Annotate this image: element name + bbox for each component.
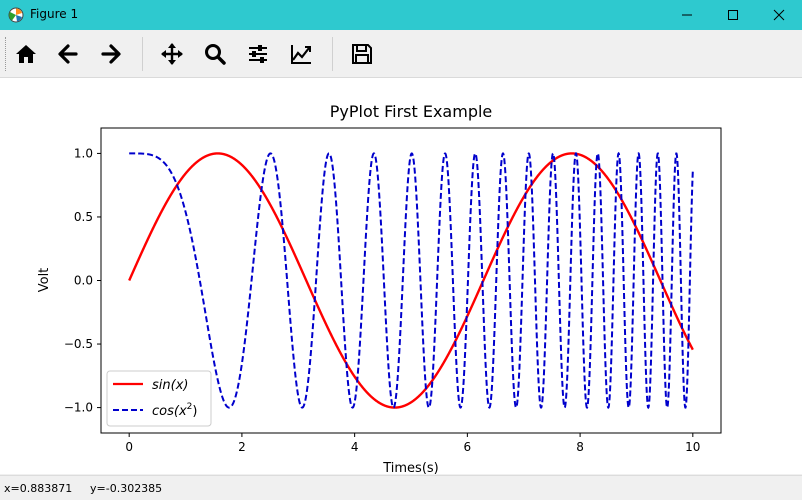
y-axis-label: Volt [37,268,52,293]
home-button[interactable] [9,37,43,71]
x-tick-label: 4 [351,440,359,454]
axis-ticks: 0 2 4 6 8 10 −1.0 −0.5 0.0 0.5 1.0 [64,146,701,454]
toolbar-separator [142,37,143,71]
back-button[interactable] [51,37,85,71]
x-coordinate-readout: x=0.883871 [4,482,73,495]
save-button[interactable] [345,37,379,71]
series-layer [128,151,694,410]
legend: sin(x) cos(x2) [106,370,212,427]
minimize-icon [682,14,692,16]
matplotlib-app-icon [8,7,24,23]
x-tick-label: 6 [464,440,472,454]
zoom-button[interactable] [198,37,232,71]
navigation-toolbar [0,31,802,78]
window-title: Figure 1 [30,7,79,21]
arrow-right-icon [101,44,121,64]
sliders-icon [249,45,267,63]
home-icon [16,45,36,63]
status-bar: x=0.883871 y=-0.302385 [0,475,802,500]
x-axis-label: Times(s) [382,461,439,474]
x-tick-label: 0 [125,440,133,454]
close-icon [773,9,785,21]
chart-title: PyPlot First Example [330,102,493,121]
x-tick-label: 8 [576,440,584,454]
minimize-button[interactable] [664,0,710,30]
toolbar-grip[interactable] [5,37,8,71]
y-tick-label: 0.0 [74,274,93,288]
plot-area[interactable]: PyPlot First Example 0 2 4 6 8 10−1.0−0.50.00… [0,78,802,476]
floppy-disk-icon [352,44,372,64]
figure-canvas[interactable]: PyPlot First Example 0 2 4 6 8 10 −1.0 −0.5 0.0 0… [0,78,802,476]
y-tick-label: 0.5 [74,210,93,224]
move-icon [161,43,183,65]
close-button[interactable] [756,0,802,30]
subplots-button[interactable] [241,37,275,71]
y-tick-label: −0.5 [64,337,93,351]
arrow-left-icon [58,44,78,64]
y-coordinate-readout: y=-0.302385 [90,482,163,495]
pan-button[interactable] [155,37,189,71]
x-tick-label: 10 [685,440,700,454]
edit-axes-button[interactable] [284,37,318,71]
maximize-button[interactable] [710,0,756,30]
window-titlebar: Figure 1 [0,0,802,30]
x-tick-label: 2 [238,440,246,454]
toolbar-separator [332,37,333,71]
y-tick-label: 1.0 [74,146,93,160]
y-tick-label: −1.0 [64,401,93,415]
series-line-cos-x-squared [129,151,694,410]
line-chart-icon [291,45,311,64]
legend-sin-label: sin(x) [152,378,188,393]
forward-button[interactable] [94,37,128,71]
legend-cos-label: cos(x2) [152,402,197,419]
magnifier-icon [205,44,226,65]
maximize-icon [728,10,738,20]
